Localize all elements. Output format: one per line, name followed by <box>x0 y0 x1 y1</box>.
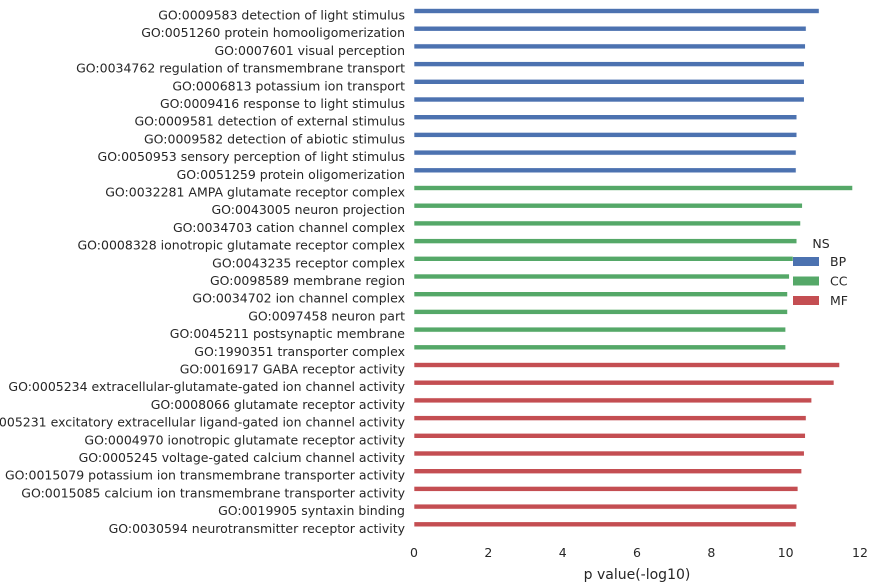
x-tick-label: 4 <box>559 545 567 560</box>
x-tick-label: 2 <box>484 545 492 560</box>
bar <box>413 25 807 32</box>
legend-swatch-mf <box>793 296 819 305</box>
x-tick-label: 8 <box>707 545 715 560</box>
category-label: GO:0051259 protein oligomerization <box>177 167 405 182</box>
bar <box>413 114 798 120</box>
category-label: GO:0015085 calcium ion transmembrane tra… <box>21 485 405 500</box>
legend-swatch-bp <box>793 257 819 266</box>
category-label: GO:0034762 regulation of transmembrane t… <box>76 61 405 76</box>
legend-label-bp: BP <box>830 254 847 269</box>
category-label: GO:0008066 glutamate receptor activity <box>151 397 406 412</box>
bar <box>413 149 797 156</box>
category-labels: GO:0009583 detection of light stimulus GO… <box>0 8 406 536</box>
bar <box>413 326 786 333</box>
bar <box>413 291 788 298</box>
x-tick-label: 0 <box>410 545 418 560</box>
bar <box>413 397 812 404</box>
category-label: GO:0016917 GABA receptor activity <box>180 362 406 377</box>
category-label: GO:0034702 ion channel complex <box>192 291 405 306</box>
bar <box>413 202 803 209</box>
legend-title: NS <box>812 236 829 251</box>
bar <box>413 344 786 351</box>
bar <box>413 468 802 475</box>
bar <box>413 309 788 315</box>
category-label: GO:0098589 membrane region <box>210 273 405 288</box>
bar <box>413 486 799 492</box>
bar <box>413 432 806 439</box>
bar <box>413 8 820 14</box>
category-label: GO:0043005 neuron projection <box>211 202 405 217</box>
category-label: GO:0043235 receptor complex <box>212 255 405 270</box>
category-label: GO:0006813 potassium ion transport <box>172 78 405 93</box>
category-label: GO:0015079 potassium ion transmembrane t… <box>5 468 406 483</box>
category-label: GO:0008328 ionotropic glutamate receptor… <box>78 238 406 253</box>
x-tick-label: 10 <box>778 545 794 560</box>
x-axis-label: p value(-log10) <box>584 567 691 583</box>
category-label: GO:0050953 sensory perception of light s… <box>98 149 405 164</box>
x-axis: 0 2 4 6 8 10 12 <box>410 545 868 560</box>
category-label: GO:0005231 excitatory extracellular liga… <box>0 415 406 430</box>
x-tick-label: 12 <box>852 545 868 560</box>
category-label: GO:0009416 response to light stimulus <box>160 96 405 111</box>
category-label: GO:0045211 postsynaptic membrane <box>170 326 406 341</box>
bar <box>413 43 806 50</box>
bar <box>413 415 807 421</box>
bar <box>413 132 798 138</box>
bar <box>413 450 805 457</box>
bar <box>413 167 797 174</box>
category-label: GO:0009583 detection of light stimulus <box>158 8 405 23</box>
category-label: GO:0005245 voltage-gated calcium channel… <box>79 450 406 465</box>
x-tick-label: 6 <box>633 545 641 560</box>
category-label: GO:0007601 visual perception <box>214 43 405 58</box>
legend-label-mf: MF <box>830 293 848 308</box>
bar <box>413 379 835 386</box>
category-label: GO:0009582 detection of abiotic stimulus <box>144 131 405 146</box>
category-label: GO:0005234 extracellular-glutamate-gated… <box>8 379 405 394</box>
bar <box>413 96 805 103</box>
bar <box>413 79 805 85</box>
bar <box>413 220 801 227</box>
bar <box>413 255 794 262</box>
category-label: GO:0019905 syntaxin binding <box>218 503 405 518</box>
category-label: GO:0032281 AMPA glutamate receptor compl… <box>105 185 405 200</box>
legend-label-cc: CC <box>830 274 848 289</box>
bar <box>413 362 840 368</box>
bar <box>413 503 798 510</box>
bar <box>413 185 853 191</box>
category-label: GO:0097458 neuron part <box>248 308 405 323</box>
bar <box>413 521 797 528</box>
bar <box>413 273 790 280</box>
bar <box>413 61 805 67</box>
category-label: GO:0051260 protein homooligomerization <box>141 25 405 40</box>
category-label: GO:1990351 transporter complex <box>194 344 405 359</box>
category-label: GO:0034703 cation channel complex <box>173 220 405 235</box>
bars <box>413 8 853 528</box>
legend-swatch-cc <box>793 276 819 286</box>
category-label: GO:0009581 detection of external stimulu… <box>135 114 406 129</box>
category-label: GO:0030594 neurotransmitter receptor act… <box>109 521 406 536</box>
bar <box>413 238 798 244</box>
category-label: GO:0004970 ionotropic glutamate receptor… <box>84 432 405 447</box>
